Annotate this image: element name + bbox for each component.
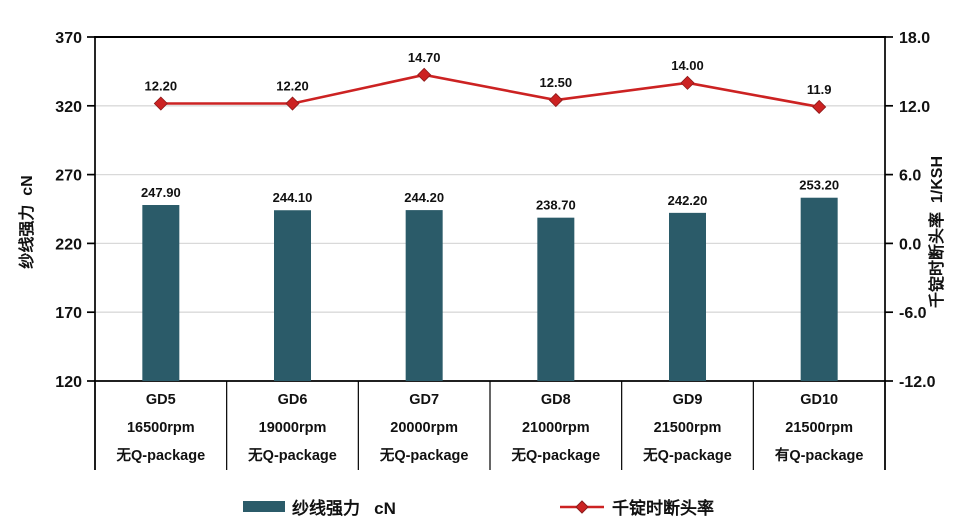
svg-text:20000rpm: 20000rpm <box>390 420 458 436</box>
svg-text:21000rpm: 21000rpm <box>522 420 590 436</box>
svg-text:GD10: GD10 <box>800 392 838 408</box>
svg-text:无Q-package: 无Q-package <box>643 447 732 464</box>
legend-label-breakage-rate: 千锭时断头率 <box>612 499 714 518</box>
legend-item-yarn-strength: 纱线强力 cN <box>243 494 396 519</box>
svg-text:11.9: 11.9 <box>807 82 832 97</box>
svg-text:16500rpm: 16500rpm <box>127 420 195 436</box>
svg-text:21500rpm: 21500rpm <box>654 420 722 436</box>
svg-text:220: 220 <box>55 236 82 253</box>
legend-label-yarn-strength: 纱线强力 cN <box>292 499 396 518</box>
svg-text:无Q-package: 无Q-package <box>248 447 337 464</box>
svg-text:12.20: 12.20 <box>145 79 178 94</box>
svg-text:0.0: 0.0 <box>899 236 921 253</box>
svg-text:无Q-package: 无Q-package <box>117 447 206 464</box>
svg-text:18.0: 18.0 <box>899 30 930 47</box>
svg-text:12.20: 12.20 <box>276 79 309 94</box>
svg-text:247.90: 247.90 <box>141 185 181 200</box>
svg-text:6.0: 6.0 <box>899 168 921 185</box>
bar-swatch-icon <box>243 501 285 512</box>
svg-text:370: 370 <box>55 30 82 47</box>
svg-text:120: 120 <box>55 374 82 391</box>
svg-text:14.00: 14.00 <box>671 58 704 73</box>
svg-text:242.20: 242.20 <box>668 193 708 208</box>
legend: 纱线强力 cN 千锭时断头率 <box>0 492 966 522</box>
svg-text:-12.0: -12.0 <box>899 374 936 391</box>
svg-text:253.20: 253.20 <box>799 178 839 193</box>
svg-text:320: 320 <box>55 99 82 116</box>
svg-text:244.20: 244.20 <box>404 190 444 205</box>
line-diamond-icon <box>560 499 604 514</box>
svg-text:GD5: GD5 <box>146 392 176 408</box>
svg-text:12.50: 12.50 <box>540 75 573 90</box>
svg-text:GD6: GD6 <box>278 392 308 408</box>
svg-text:21500rpm: 21500rpm <box>785 420 853 436</box>
svg-text:GD8: GD8 <box>541 392 571 408</box>
svg-text:-6.0: -6.0 <box>899 305 927 322</box>
svg-text:有Q-package: 有Q-package <box>775 446 864 464</box>
svg-text:14.70: 14.70 <box>408 50 441 65</box>
svg-text:GD7: GD7 <box>409 392 439 408</box>
svg-text:238.70: 238.70 <box>536 198 576 213</box>
legend-item-breakage-rate: 千锭时断头率 <box>558 494 714 519</box>
svg-text:19000rpm: 19000rpm <box>259 420 327 436</box>
svg-text:170: 170 <box>55 305 82 322</box>
svg-text:244.10: 244.10 <box>273 190 313 205</box>
svg-text:无Q-package: 无Q-package <box>512 447 601 464</box>
svg-text:12.0: 12.0 <box>899 99 930 116</box>
svg-text:无Q-package: 无Q-package <box>380 447 469 464</box>
svg-text:270: 270 <box>55 168 82 185</box>
svg-text:GD9: GD9 <box>673 392 703 408</box>
